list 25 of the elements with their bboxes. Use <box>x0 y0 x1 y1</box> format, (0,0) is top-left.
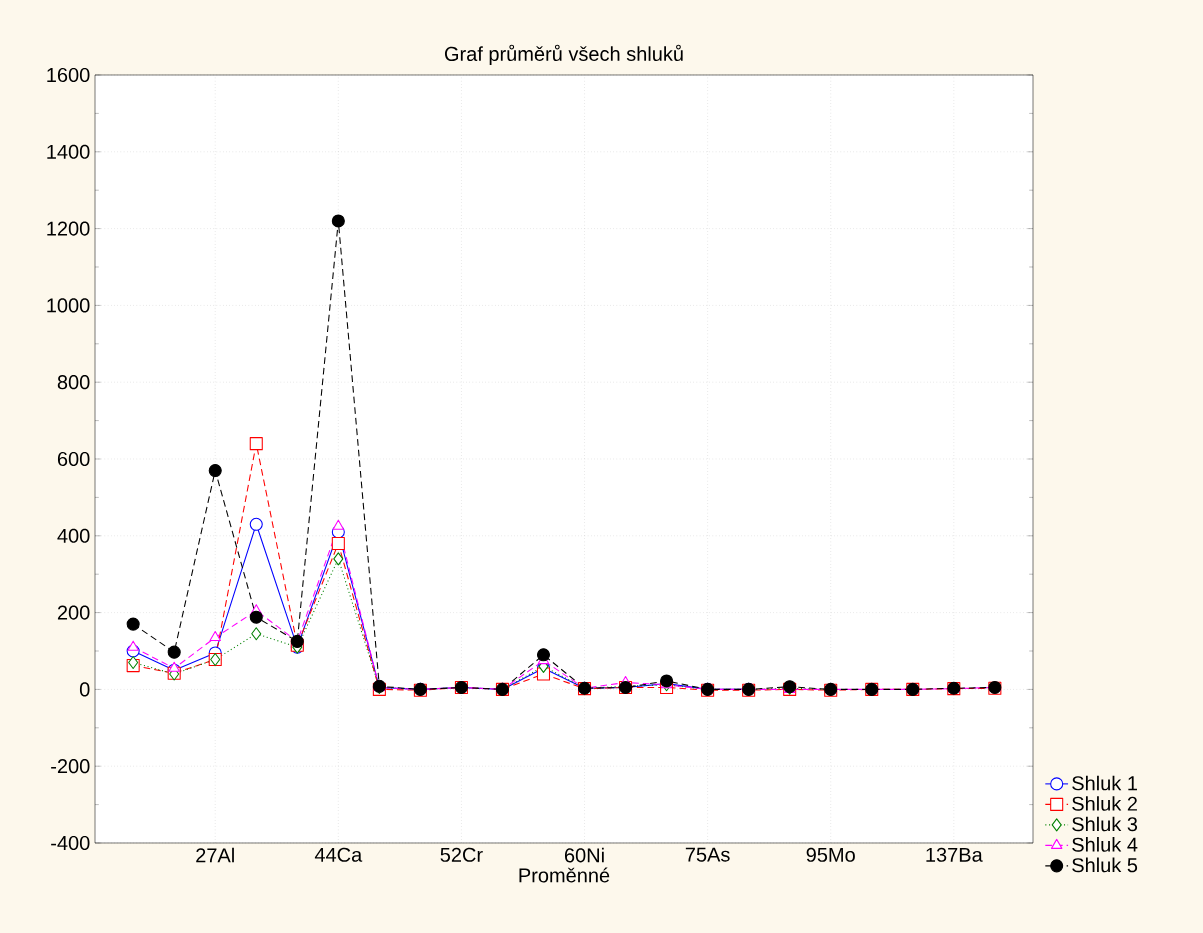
y-tick-label: 1000 <box>47 298 90 313</box>
legend-label: Shluk 3 <box>1072 816 1138 832</box>
x-tick-label: 27Al <box>196 847 234 863</box>
x-tick-label: 95Mo <box>806 847 855 862</box>
legend-label: Shluk 2 <box>1072 796 1137 811</box>
legend-label: Shluk 1 <box>1072 775 1137 791</box>
y-tick-label: 800 <box>57 375 90 390</box>
y-tick-label: 1200 <box>47 221 90 236</box>
chart-title: Graf průměrů všech shluků <box>444 44 683 65</box>
legend-label: Shluk 4 <box>1072 837 1138 852</box>
y-tick-label: 1600 <box>47 67 90 83</box>
x-tick-label: 75As <box>685 847 730 862</box>
x-tick-label: 60Ni <box>564 847 604 863</box>
y-tick-label: 1400 <box>47 144 90 159</box>
x-tick-label: 44Ca <box>314 847 363 862</box>
y-tick-label: 0 <box>79 682 90 697</box>
y-tick-label: 600 <box>57 451 90 467</box>
y-tick-label: 400 <box>57 528 90 543</box>
y-tick-label: -400 <box>51 835 90 851</box>
x-axis-title: Proměnné <box>519 867 610 883</box>
legend-label: Shluk 5 <box>1072 857 1138 873</box>
x-tick-label: 52Cr <box>440 847 483 862</box>
x-tick-label: 137Ba <box>926 847 983 862</box>
y-tick-label: 200 <box>57 605 90 620</box>
y-tick-label: -200 <box>51 759 90 774</box>
